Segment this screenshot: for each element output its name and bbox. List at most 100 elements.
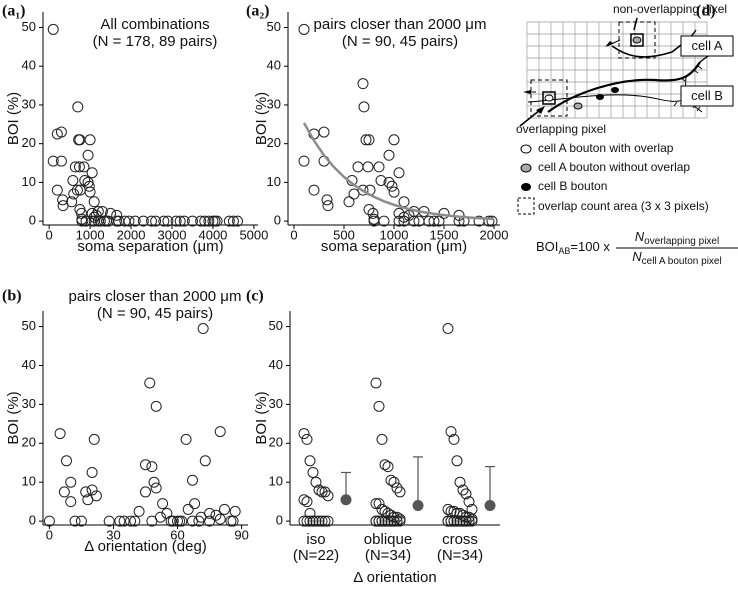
data-point xyxy=(385,474,397,486)
data-point xyxy=(86,466,98,478)
y-tick-label: 40 xyxy=(22,58,36,73)
data-point xyxy=(298,428,310,440)
x-tick-label: 1000 xyxy=(380,227,409,242)
data-point xyxy=(322,515,334,527)
data-point xyxy=(398,211,410,223)
data-point xyxy=(129,215,141,227)
data-point xyxy=(204,507,216,519)
data-point xyxy=(211,215,223,227)
data-point xyxy=(463,515,475,527)
bouton-cell-b xyxy=(596,94,604,100)
x-tick-label: 1000 xyxy=(76,227,105,242)
data-point xyxy=(88,196,100,208)
data-point xyxy=(362,161,374,173)
data-point xyxy=(460,511,472,523)
formula-n: N xyxy=(635,229,645,244)
data-point xyxy=(54,428,66,440)
data-point xyxy=(379,515,391,527)
data-point xyxy=(376,503,388,515)
data-point xyxy=(388,134,400,146)
data-point xyxy=(442,323,454,335)
data-point xyxy=(373,498,385,510)
panel-label: (b) xyxy=(2,288,22,305)
bouton-cell-b xyxy=(611,87,619,93)
data-point xyxy=(176,515,188,527)
panel-label: (c) xyxy=(246,288,264,305)
data-point xyxy=(60,455,72,467)
y-tick-label: 10 xyxy=(22,174,36,189)
chart-title: All combinations xyxy=(100,16,209,33)
data-point xyxy=(140,486,151,498)
data-point xyxy=(103,515,115,527)
data-point xyxy=(486,215,498,227)
data-point xyxy=(82,149,94,161)
formula-denominator: Ncell A bouton pixel xyxy=(632,249,721,266)
data-point xyxy=(167,515,179,527)
data-point xyxy=(457,484,469,496)
y-tick-label: 10 xyxy=(22,474,36,489)
data-point xyxy=(376,433,388,445)
legend-label: cell B bouton xyxy=(538,179,607,193)
formula-sub: AB xyxy=(558,246,570,256)
panel-label: (a₁) xyxy=(2,3,25,20)
data-point xyxy=(457,515,469,527)
data-point xyxy=(316,515,328,527)
y-axis-label: BOI (%) xyxy=(5,92,22,145)
data-point xyxy=(391,515,403,527)
data-point xyxy=(319,515,331,527)
x-axis-label: soma separation (μm) xyxy=(77,238,223,255)
callout-arrow xyxy=(519,109,541,127)
data-point xyxy=(376,515,388,527)
data-point xyxy=(203,215,215,227)
data-point xyxy=(352,161,364,173)
data-point xyxy=(460,488,472,500)
data-point xyxy=(382,515,394,527)
bouton-no-overlap xyxy=(632,36,642,44)
data-point xyxy=(442,515,454,527)
data-point xyxy=(373,515,385,527)
data-point xyxy=(310,476,322,488)
data-point xyxy=(316,486,328,498)
data-point xyxy=(388,476,400,488)
y-tick-label: 30 xyxy=(267,96,281,111)
data-point xyxy=(357,78,369,90)
data-point xyxy=(86,167,98,179)
arrowhead xyxy=(536,106,545,114)
x-tick-label: 30 xyxy=(106,527,120,542)
data-point xyxy=(210,509,222,521)
data-point xyxy=(51,184,63,196)
data-point xyxy=(382,461,394,473)
x-tick-label: 0 xyxy=(46,527,53,542)
y-tick-label: 20 xyxy=(22,435,36,450)
data-point xyxy=(84,186,96,198)
data-point xyxy=(298,23,310,35)
x-tick-label: 0 xyxy=(46,227,53,242)
formula: BOIAB=100 x xyxy=(536,239,610,256)
y-tick-label: 20 xyxy=(269,435,283,450)
y-tick-label: 30 xyxy=(269,396,283,411)
arrowhead xyxy=(523,41,613,94)
data-point xyxy=(428,215,440,227)
y-tick-label: 0 xyxy=(29,213,36,228)
category-count: (N=22) xyxy=(293,547,339,564)
cell-label: cell B xyxy=(691,88,723,103)
data-point xyxy=(298,494,310,506)
category-label: cross xyxy=(442,531,478,548)
y-tick-label: 20 xyxy=(22,135,36,150)
data-point xyxy=(162,215,174,227)
data-point xyxy=(88,211,100,223)
data-point xyxy=(382,507,394,519)
data-point xyxy=(55,126,67,138)
data-point xyxy=(72,101,84,113)
data-point xyxy=(357,184,369,196)
data-point xyxy=(466,515,478,527)
data-point xyxy=(197,323,209,335)
x-tick-label: 5000 xyxy=(239,227,268,242)
data-point xyxy=(373,400,385,412)
data-point xyxy=(394,515,406,527)
category-count: (N=34) xyxy=(437,547,483,564)
y-tick-label: 30 xyxy=(22,96,36,111)
y-tick-label: 50 xyxy=(22,318,36,333)
legend-label: overlap count area (3 x 3 pixels) xyxy=(538,199,709,213)
